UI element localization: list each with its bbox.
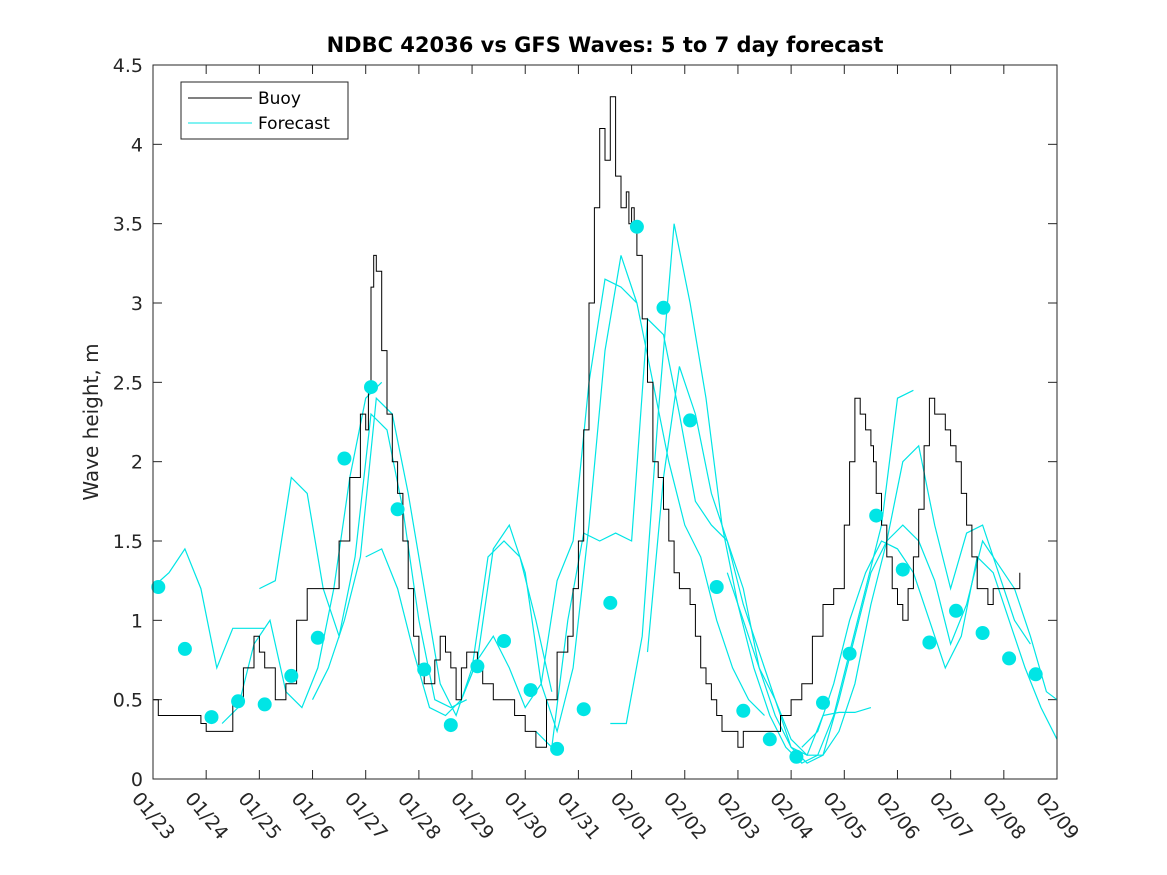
forecast-marker	[1028, 667, 1043, 682]
forecast-marker	[949, 603, 963, 618]
forecast-marker	[364, 380, 378, 395]
axes-box	[152, 64, 1058, 780]
forecast-marker	[789, 749, 804, 764]
forecast-series-line	[152, 547, 265, 670]
forecast-marker	[895, 562, 910, 577]
chart-title: NDBC 42036 vs GFS Waves: 5 to 7 day fore…	[327, 33, 884, 57]
y-tick-label: 2.5	[113, 372, 143, 394]
forecast-marker	[683, 413, 698, 428]
y-tick-label: 0	[131, 769, 143, 791]
forecast-marker	[975, 626, 990, 640]
forecast-marker	[204, 710, 219, 725]
forecast-marker	[523, 683, 538, 698]
forecast-marker	[310, 630, 325, 645]
plot-area	[153, 65, 1057, 779]
forecast-series-line	[365, 278, 638, 717]
y-tick-label: 1.5	[113, 531, 143, 553]
forecast-marker	[470, 659, 485, 674]
y-tick-label: 3	[131, 293, 143, 315]
y-tick-label: 0.5	[113, 690, 143, 712]
y-tick-label: 4	[131, 134, 143, 156]
forecast-marker	[922, 635, 937, 650]
forecast-series-line	[726, 524, 1058, 756]
forecast-marker	[629, 219, 644, 234]
legend-forecast-label: Forecast	[258, 114, 330, 134]
forecast-series-line	[646, 366, 1031, 764]
forecast-marker	[550, 741, 565, 756]
forecast-marker	[576, 702, 591, 717]
y-tick-label: 1	[131, 610, 143, 632]
forecast-series-line	[221, 381, 383, 724]
forecast-marker	[257, 697, 272, 712]
forecast-marker	[842, 646, 857, 661]
forecast-marker	[762, 732, 777, 747]
legend-box	[180, 81, 349, 140]
forecast-marker	[284, 668, 299, 683]
forecast-marker	[497, 634, 511, 648]
forecast-series-line	[801, 540, 1058, 748]
forecast-marker	[417, 662, 432, 677]
forecast-marker	[231, 694, 246, 709]
y-tick-label: 4.5	[113, 55, 143, 77]
forecast-marker	[390, 502, 405, 517]
forecast-marker	[151, 580, 166, 594]
forecast-series-line	[460, 255, 765, 734]
y-tick-labels: 0 0.5 1 1.5 2 2.5 3 3.5 4 4.5	[113, 55, 143, 791]
forecast-marker	[177, 641, 192, 656]
forecast-marker	[709, 580, 724, 594]
forecast-marker	[869, 508, 884, 523]
forecast-marker	[816, 695, 830, 710]
forecast-markers	[151, 219, 1043, 764]
legend: Buoy Forecast	[180, 81, 349, 140]
forecast-lines	[152, 223, 1058, 764]
legend-buoy-label: Buoy	[258, 89, 301, 109]
y-tick-label: 2	[131, 452, 143, 474]
forecast-marker	[337, 451, 352, 466]
y-axis-label: Wave height, m	[79, 343, 103, 500]
forecast-marker	[656, 300, 671, 315]
forecast-marker	[603, 595, 618, 610]
forecast-series-line	[535, 317, 872, 757]
y-tick-label: 3.5	[113, 214, 143, 236]
forecast-series-line	[311, 396, 553, 718]
forecast-marker	[1002, 651, 1017, 666]
forecast-marker	[443, 718, 458, 733]
forecast-series-line	[259, 412, 467, 709]
forecast-series-line	[610, 223, 914, 764]
forecast-marker	[736, 703, 751, 718]
